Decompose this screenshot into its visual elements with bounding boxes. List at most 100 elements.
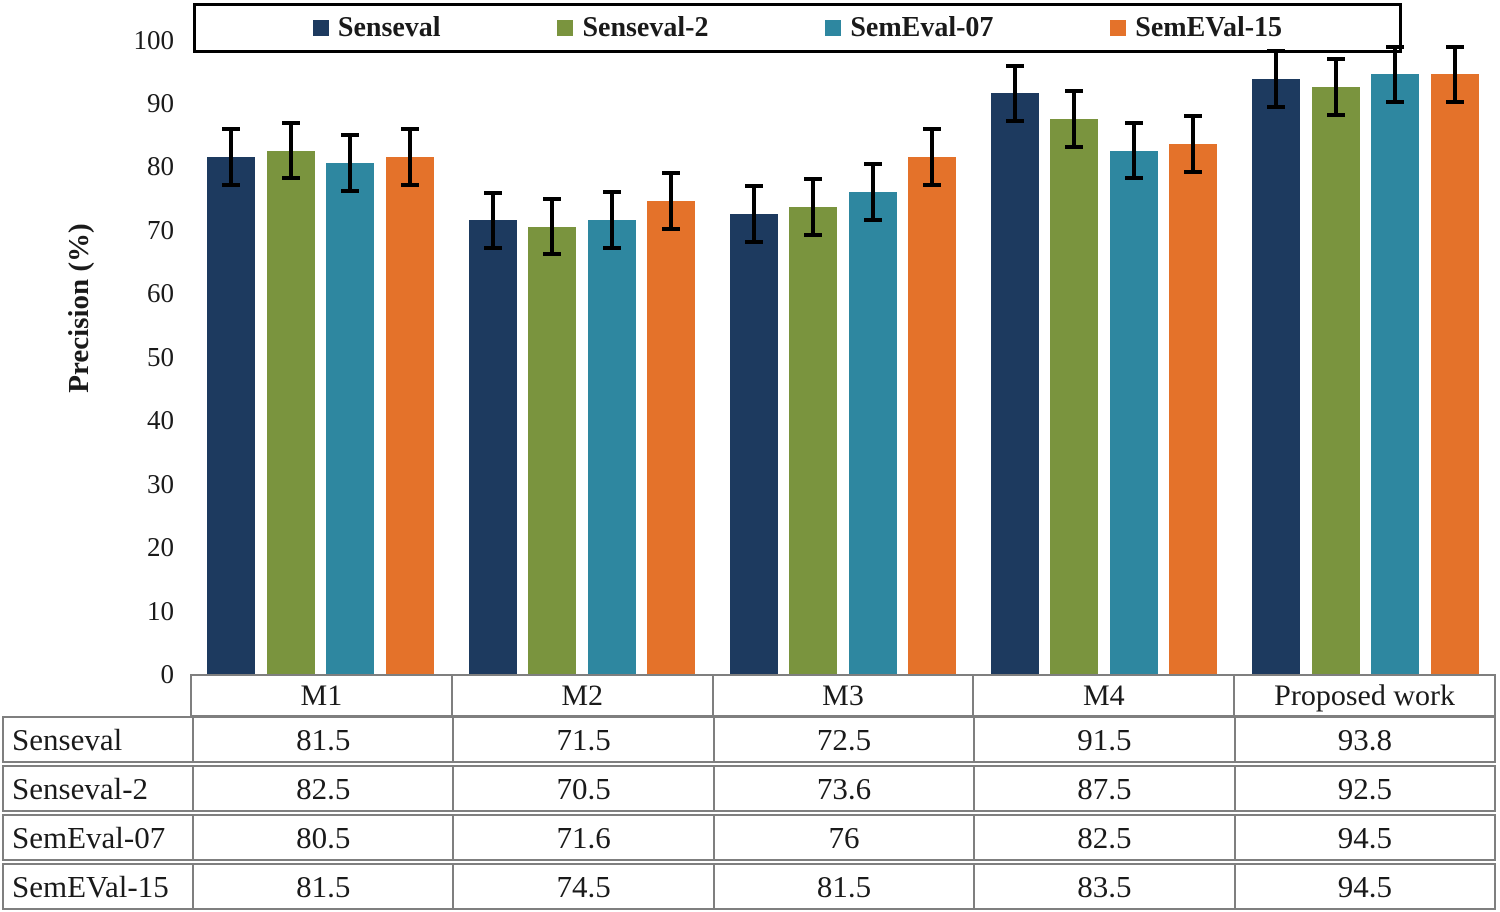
row-label-cell: Senseval-2 [12,770,149,806]
bar [528,226,577,674]
error-bar-cap [804,232,823,237]
category-header-row: M1 M2 M3 M4 Proposed work [190,674,1496,717]
bar [326,163,375,674]
error-bar [662,171,681,232]
error-bar-cap [1184,114,1203,119]
error-bar-cap [543,252,562,257]
value-cell: 80.5 [192,816,452,859]
legend-swatch-icon [1110,20,1127,36]
error-bar-cap [662,171,681,176]
y-tick-label: 50 [147,341,174,372]
error-bar [804,177,823,237]
error-bar-cap [744,239,763,244]
value-cell: 72.5 [712,718,973,761]
table-row: SemEVal-15 81.5 74.5 81.5 83.5 94.5 [2,863,1496,910]
error-bar-line [1191,114,1196,174]
legend-swatch-icon [825,20,842,36]
error-bar-cap [400,127,419,132]
value-cell: 82.5 [973,816,1233,859]
legend-swatch-icon [312,20,329,36]
bar [587,219,636,674]
legend: Senseval Senseval-2 SemEval-07 SemEVal-15 [193,3,1402,53]
error-bar-cap [662,227,681,232]
error-bar [744,184,763,244]
error-bar-line [229,127,234,187]
error-bar-cap [483,246,502,251]
value-cell: 71.6 [452,816,712,859]
value-cell: 87.5 [973,767,1233,810]
y-tick-label: 80 [147,151,174,182]
error-bar-line [609,189,614,250]
error-bar-line [870,161,875,222]
bar [385,156,434,674]
value-cell: 81.5 [192,865,452,908]
row-label-cell: SemEVal-15 [12,868,169,904]
error-bar-cap [1267,104,1286,109]
y-tick-label: 20 [147,532,174,563]
error-bar-cap [1184,170,1203,174]
error-bar-cap [1065,88,1084,93]
error-bar-cap [1065,144,1084,149]
error-bar-line [1452,44,1457,105]
legend-label: Senseval-2 [582,12,709,43]
legend-label: SemEVal-15 [1135,12,1283,43]
category-header-cell: Proposed work [1233,676,1494,715]
value-cell: 70.5 [452,767,712,810]
table-row: Senseval 81.5 71.5 72.5 91.5 93.8 [2,716,1496,763]
error-bar-cap [923,182,942,187]
value-cell: 91.5 [973,718,1233,761]
row-label-cell: SemEval-07 [12,819,166,855]
error-bar-cap [1124,120,1143,125]
error-bar [1326,57,1345,117]
value-cell: 76 [712,816,973,859]
error-bar-cap [341,189,360,194]
category-header-cell: M2 [450,676,712,715]
error-bar [222,127,241,187]
error-bar-line [1393,44,1398,105]
error-bar-line [490,190,495,251]
legend-item: SemEval-07 [825,12,993,44]
bar [1109,150,1158,674]
error-bar [281,120,300,181]
value-cell: 94.5 [1233,816,1494,859]
error-bar-line [669,171,674,232]
legend-item: Senseval-2 [557,12,708,44]
error-bar-line [348,133,353,194]
bar [1050,118,1099,674]
bar [468,220,517,674]
error-bar-cap [863,161,882,166]
legend-label: SemEval-07 [850,12,994,43]
error-bar-line [811,177,816,237]
legend-swatch-icon [557,20,574,36]
bar [729,213,778,674]
value-cell: 83.5 [973,865,1233,908]
legend-label: Senseval [337,12,441,43]
y-tick-label: 70 [147,214,174,245]
bar [1311,87,1360,674]
error-bar-cap [1326,112,1345,117]
error-bar-cap [1005,63,1024,68]
error-bar-cap [1445,44,1464,49]
error-bar [341,133,360,194]
error-bar [1445,44,1464,105]
bar [207,156,256,674]
error-bar [543,196,562,257]
bar [990,93,1039,674]
value-cell: 92.5 [1233,767,1494,810]
category-header-cell: M4 [972,676,1233,715]
error-bar-line [1333,57,1338,117]
table-row: Senseval-2 82.5 70.5 73.6 87.5 92.5 [2,765,1496,812]
error-bar-cap [863,217,882,222]
error-bar-line [1131,120,1136,181]
error-bar-cap [222,127,241,132]
error-bar-cap [1124,176,1143,181]
bar [647,201,696,674]
error-bar-line [1072,88,1077,149]
y-tick-label: 90 [147,87,174,118]
error-bar-cap [602,245,621,250]
category-header-cell: M1 [300,678,343,712]
error-bar-cap [281,120,300,125]
bar [848,191,897,674]
